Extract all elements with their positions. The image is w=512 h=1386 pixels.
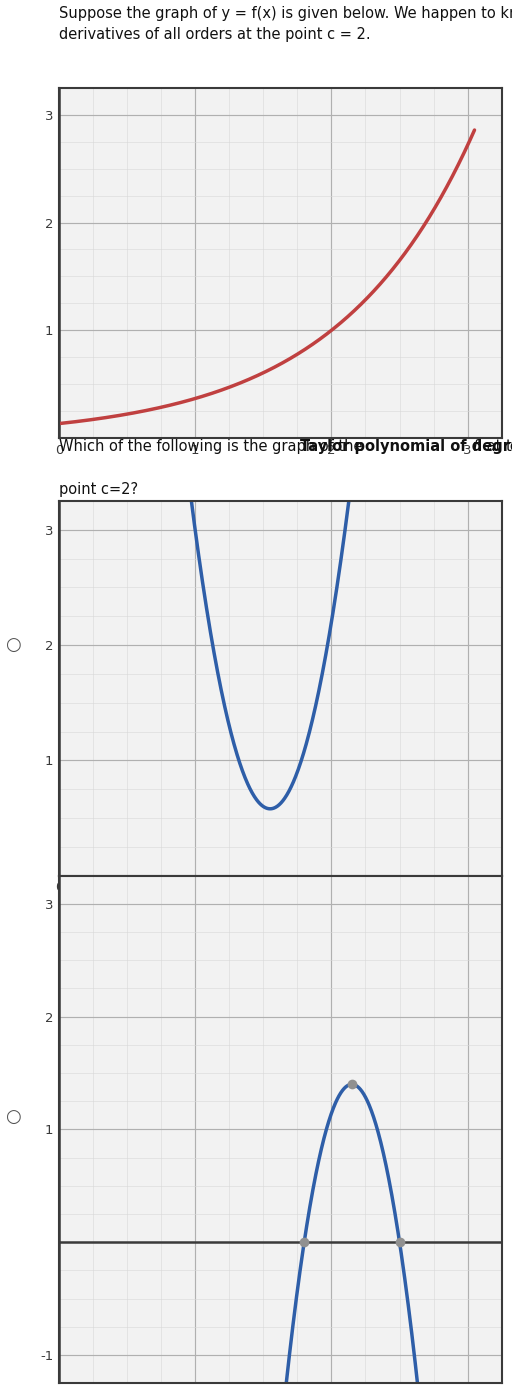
Text: point c=2?: point c=2? [59,482,138,498]
Text: ○: ○ [5,1107,20,1125]
Text: Which of the following is the graph of the: Which of the following is the graph of t… [59,439,367,455]
Text: f: f [473,439,478,455]
Text: at the: at the [482,439,512,455]
Text: Taylor polynomial of degree 2 for: Taylor polynomial of degree 2 for [300,439,512,455]
Text: Suppose the graph of y = f(x) is given below. We happen to know that f has
deriv: Suppose the graph of y = f(x) is given b… [59,6,512,42]
Text: ○: ○ [5,636,20,654]
